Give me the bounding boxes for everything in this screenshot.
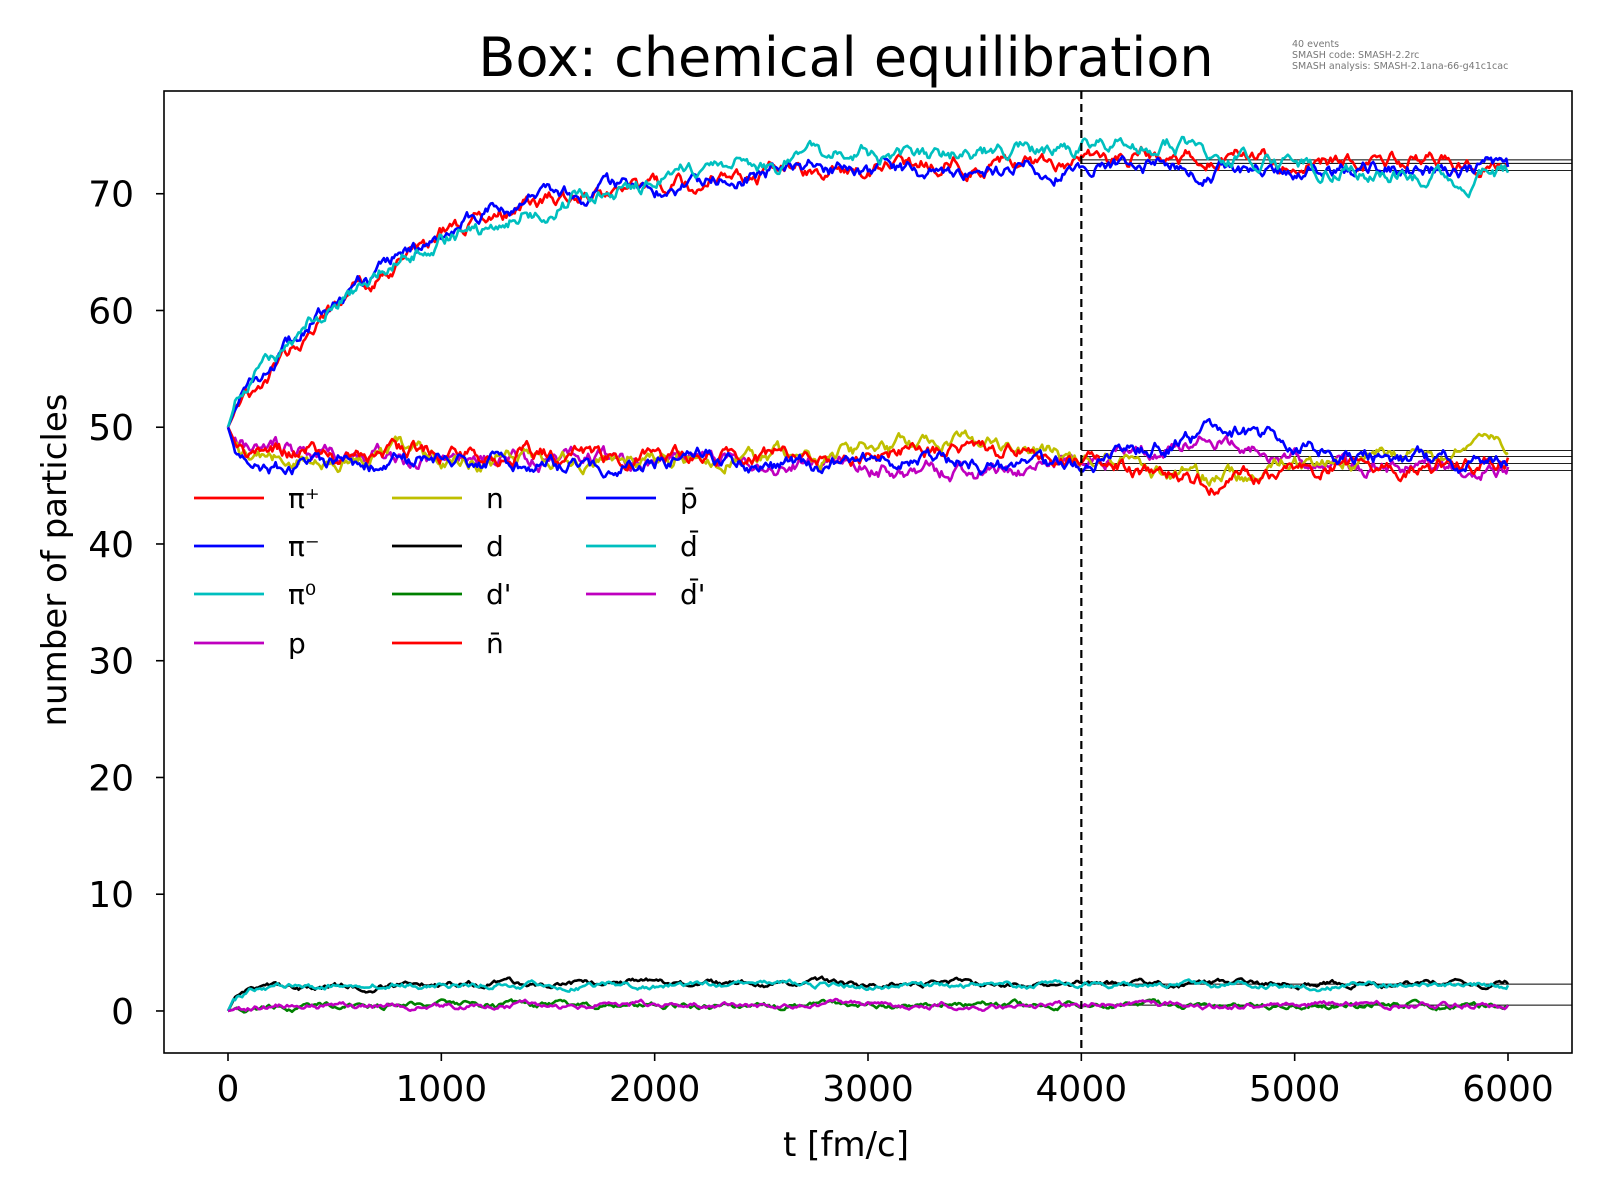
y-tick-label-5: 50 xyxy=(88,408,134,449)
x-axis-title: t [fm/c] xyxy=(783,1125,909,1165)
series-line-10 xyxy=(227,997,1510,1013)
x-tick-label-4: 4000 xyxy=(1036,1069,1128,1110)
series-line-7 xyxy=(226,426,1510,496)
series-line-0 xyxy=(226,145,1510,428)
legend-label-4: n xyxy=(486,482,504,515)
legend-label-6: d' xyxy=(486,578,511,611)
legend-label-3: p xyxy=(288,627,306,660)
legend-label-2: π⁰ xyxy=(288,578,316,611)
y-tick-label-2: 20 xyxy=(88,758,134,799)
y-tick-label-1: 10 xyxy=(88,875,134,916)
y-tick-label-6: 60 xyxy=(88,291,134,332)
x-tick-label-3: 3000 xyxy=(822,1069,914,1110)
x-tick-label-1: 1000 xyxy=(396,1069,488,1110)
legend-label-0: π⁺ xyxy=(288,482,320,515)
y-tick-label-3: 30 xyxy=(88,642,134,683)
series-line-2 xyxy=(226,135,1510,428)
x-tick-label-2: 2000 xyxy=(609,1069,701,1110)
legend-label-5: d xyxy=(486,530,504,563)
plot-clip-group xyxy=(226,135,1572,1014)
plot-area xyxy=(226,91,1572,1053)
axes: 0 1000 2000 3000 4000 5000 6000 0 10 20 30 40 50 60 70 xyxy=(88,90,1573,1110)
x-tick-label-5: 5000 xyxy=(1249,1069,1341,1110)
run-info-line-1: SMASH code: SMASH-2.2rc xyxy=(1292,50,1419,61)
legend-label-10: d̄' xyxy=(680,577,705,611)
legend-label-7: n̄ xyxy=(486,627,504,660)
run-info-line-0: 40 events xyxy=(1292,39,1339,50)
y-tick-label-4: 40 xyxy=(88,525,134,566)
x-tick-label-0: 0 xyxy=(217,1069,240,1110)
y-tick-label-7: 70 xyxy=(88,175,134,216)
series-line-8 xyxy=(226,417,1509,479)
x-tick-label-6: 6000 xyxy=(1462,1069,1554,1110)
plot-frame xyxy=(163,90,1573,1054)
legend-label-8: p̄ xyxy=(680,482,698,515)
chart-title: Box: chemical equilibration xyxy=(478,26,1213,89)
legend-label-1: π⁻ xyxy=(288,530,320,563)
series-line-1 xyxy=(226,155,1510,428)
legend: π⁺ π⁻ π⁰ p nd d' n̄ p̄ d̄ d̄' xyxy=(194,482,705,660)
legend-label-9: d̄ xyxy=(680,529,699,563)
series-line-9 xyxy=(226,978,1510,1012)
series-line-4 xyxy=(226,426,1509,487)
y-tick-label-0: 0 xyxy=(111,992,134,1033)
run-info-line-2: SMASH analysis: SMASH-2.1ana-66-g41c1cac xyxy=(1292,61,1508,72)
y-axis-title: number of particles xyxy=(35,393,75,726)
